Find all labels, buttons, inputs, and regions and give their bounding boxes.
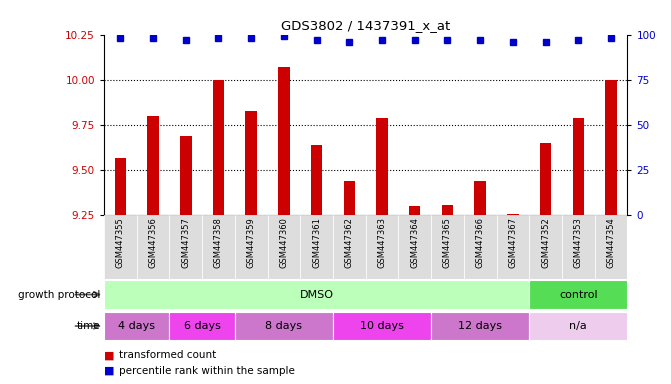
- Bar: [278, 67, 290, 215]
- Bar: [104, 280, 529, 309]
- Bar: [464, 215, 497, 279]
- Text: ■: ■: [104, 366, 115, 376]
- Bar: [366, 215, 399, 279]
- Text: GSM447364: GSM447364: [410, 217, 419, 268]
- Text: time: time: [77, 321, 101, 331]
- Text: GSM447360: GSM447360: [279, 217, 289, 268]
- Text: GSM447359: GSM447359: [247, 217, 256, 268]
- Text: GSM447365: GSM447365: [443, 217, 452, 268]
- Bar: [333, 215, 366, 279]
- Bar: [268, 215, 300, 279]
- Text: 6 days: 6 days: [184, 321, 221, 331]
- Bar: [529, 215, 562, 279]
- Bar: [431, 215, 464, 279]
- Bar: [540, 143, 552, 215]
- Bar: [235, 312, 333, 340]
- Text: GSM447367: GSM447367: [509, 217, 517, 268]
- Bar: [529, 280, 627, 309]
- Bar: [180, 136, 191, 215]
- Title: GDS3802 / 1437391_x_at: GDS3802 / 1437391_x_at: [281, 19, 450, 32]
- Text: GSM447362: GSM447362: [345, 217, 354, 268]
- Text: GSM447353: GSM447353: [574, 217, 583, 268]
- Text: GSM447355: GSM447355: [116, 217, 125, 268]
- Bar: [301, 215, 333, 279]
- Bar: [409, 206, 421, 215]
- Text: percentile rank within the sample: percentile rank within the sample: [119, 366, 295, 376]
- Bar: [529, 312, 627, 340]
- Bar: [344, 181, 355, 215]
- Text: transformed count: transformed count: [119, 350, 216, 360]
- Bar: [235, 215, 268, 279]
- Bar: [311, 145, 322, 215]
- Bar: [497, 215, 529, 279]
- Text: 8 days: 8 days: [266, 321, 303, 331]
- Bar: [169, 312, 235, 340]
- Bar: [399, 215, 431, 279]
- Text: GSM447356: GSM447356: [148, 217, 158, 268]
- Text: 12 days: 12 days: [458, 321, 502, 331]
- Bar: [115, 157, 126, 215]
- Bar: [474, 181, 486, 215]
- Bar: [595, 215, 627, 279]
- Text: control: control: [559, 290, 598, 300]
- Bar: [572, 118, 584, 215]
- Text: GSM447358: GSM447358: [214, 217, 223, 268]
- Text: 4 days: 4 days: [118, 321, 155, 331]
- Text: GSM447361: GSM447361: [312, 217, 321, 268]
- Bar: [104, 215, 137, 279]
- Bar: [169, 215, 202, 279]
- Text: GSM447363: GSM447363: [378, 217, 386, 268]
- Bar: [148, 116, 159, 215]
- Text: GSM447366: GSM447366: [476, 217, 484, 268]
- Bar: [442, 205, 453, 215]
- Text: 10 days: 10 days: [360, 321, 404, 331]
- Bar: [431, 312, 529, 340]
- Bar: [333, 312, 431, 340]
- Bar: [246, 111, 257, 215]
- Bar: [562, 215, 595, 279]
- Text: GSM447354: GSM447354: [607, 217, 615, 268]
- Bar: [137, 215, 169, 279]
- Bar: [376, 118, 388, 215]
- Text: n/a: n/a: [570, 321, 587, 331]
- Text: GSM447352: GSM447352: [541, 217, 550, 268]
- Bar: [202, 215, 235, 279]
- Bar: [213, 80, 224, 215]
- Bar: [605, 80, 617, 215]
- Text: growth protocol: growth protocol: [18, 290, 101, 300]
- Text: GSM447357: GSM447357: [181, 217, 191, 268]
- Bar: [104, 312, 169, 340]
- Bar: [507, 214, 519, 215]
- Text: DMSO: DMSO: [300, 290, 333, 300]
- Text: ■: ■: [104, 350, 115, 360]
